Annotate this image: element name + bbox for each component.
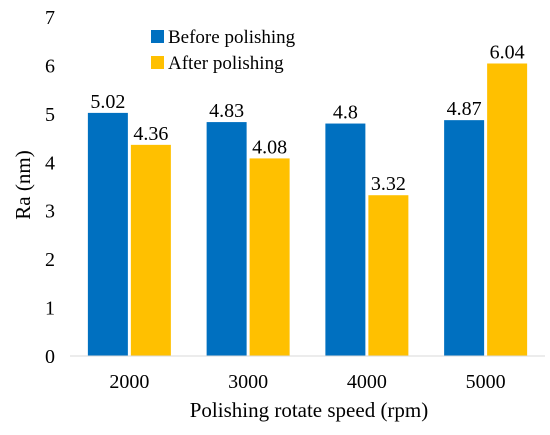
bar-before-4000 — [325, 123, 366, 357]
legend-label-after: After polishing — [168, 53, 284, 74]
y-tick-label-7: 7 — [45, 7, 55, 29]
legend-swatch-before — [151, 30, 164, 43]
bar-before-3000 — [206, 122, 247, 356]
bar-after-4000 — [368, 195, 409, 356]
legend-label-before: Before polishing — [168, 27, 296, 48]
y-axis-title: Ra (nm) — [11, 150, 35, 219]
x-tick-label-2000: 2000 — [109, 371, 149, 393]
bar-after-3000 — [249, 158, 290, 356]
y-tick-label-5: 5 — [45, 104, 55, 126]
x-tick-label-3000: 3000 — [228, 371, 268, 393]
plot-area: 0 1 2 3 4 5 6 7 5.02 4.36 2000 4.83 4.08 3000 4.8 3.32 4… — [45, 7, 545, 393]
y-tick-label-1: 1 — [45, 298, 55, 320]
data-label-after-4000: 3.32 — [371, 173, 406, 195]
data-label-before-4000: 4.8 — [333, 102, 358, 124]
data-label-before-5000: 4.87 — [447, 98, 482, 120]
data-label-before-2000: 5.02 — [90, 91, 125, 113]
data-label-before-3000: 4.83 — [209, 100, 244, 122]
y-tick-label-6: 6 — [45, 55, 55, 77]
bar-after-2000 — [130, 144, 171, 356]
data-label-after-2000: 4.36 — [133, 123, 168, 145]
y-tick-label-4: 4 — [45, 152, 55, 174]
data-label-after-5000: 6.04 — [490, 41, 525, 63]
y-tick-label-3: 3 — [45, 201, 55, 223]
legend-swatch-after — [151, 56, 164, 69]
data-label-after-3000: 4.08 — [252, 136, 287, 158]
bar-before-2000 — [87, 112, 128, 356]
y-tick-label-2: 2 — [45, 249, 55, 271]
bar-before-5000 — [444, 120, 485, 356]
x-axis-title: Polishing rotate speed (rpm) — [190, 398, 429, 422]
x-tick-label-4000: 4000 — [347, 371, 387, 393]
bar-after-5000 — [487, 63, 528, 357]
x-tick-label-5000: 5000 — [466, 371, 506, 393]
y-tick-label-0: 0 — [45, 346, 55, 368]
